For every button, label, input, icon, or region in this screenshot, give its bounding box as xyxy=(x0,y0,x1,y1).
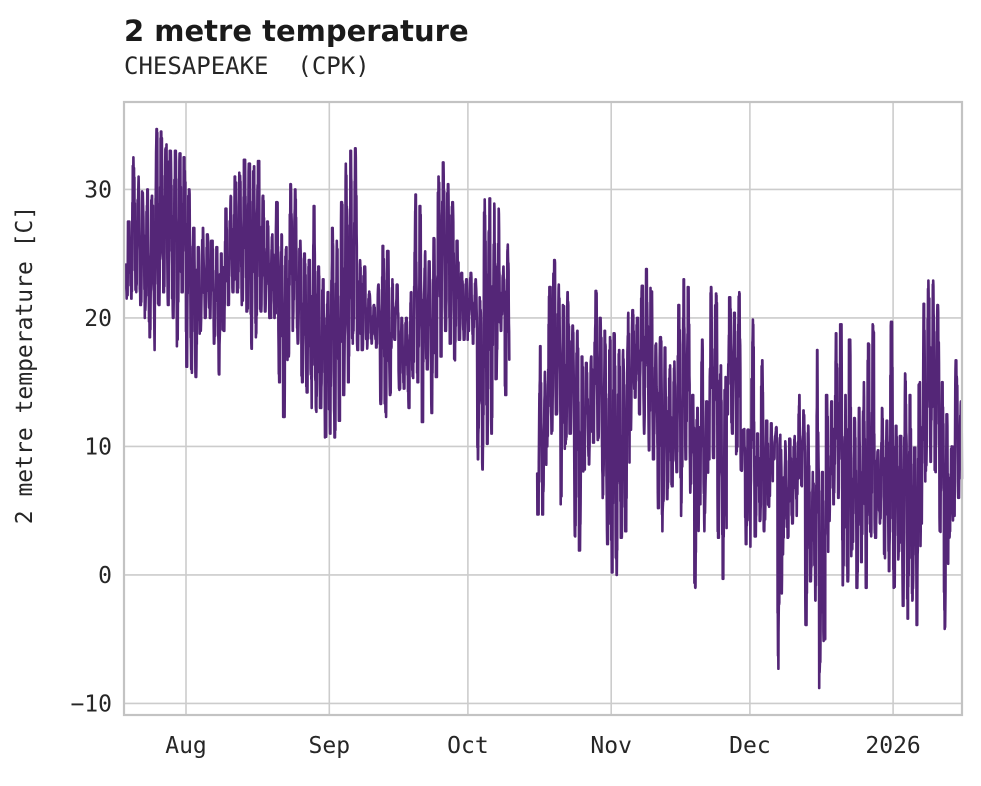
y-axis-label: 2 metre temperature [C] xyxy=(12,206,38,525)
y-tick-label: −10 xyxy=(70,691,112,717)
temperature-series-line xyxy=(124,127,511,471)
x-tick-labels: Aug Sep Oct Nov Dec 2026 xyxy=(165,733,921,759)
y-tick-labels: 30 20 10 0 −10 xyxy=(70,177,112,717)
x-tick-label: Sep xyxy=(309,733,351,759)
temperature-series-line xyxy=(535,258,964,690)
x-tick-label: Aug xyxy=(165,733,207,759)
x-tick-label: Oct xyxy=(447,733,489,759)
x-tick-label: Dec xyxy=(729,733,771,759)
chart-subtitle: CHESAPEAKE (CPK) xyxy=(124,52,370,80)
y-tick-label: 0 xyxy=(98,563,112,589)
x-tick-label: Nov xyxy=(590,733,632,759)
chart-title: 2 metre temperature xyxy=(124,14,469,48)
y-tick-label: 20 xyxy=(84,306,112,332)
y-tick-label: 10 xyxy=(84,434,112,460)
plot-border xyxy=(122,100,964,717)
x-tick-label: 2026 xyxy=(865,733,920,759)
series-line-group xyxy=(124,127,964,690)
y-tick-label: 30 xyxy=(84,177,112,203)
